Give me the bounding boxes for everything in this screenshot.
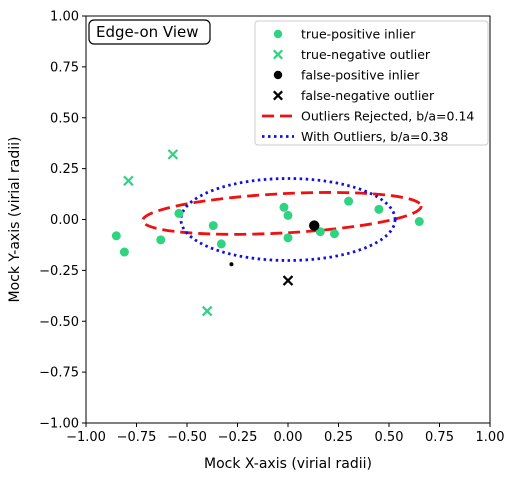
- false-positive-inlier-point: [229, 262, 234, 267]
- legend-label: Outliers Rejected, b/a=0.14: [301, 109, 474, 124]
- true-positive-inlier-point: [283, 233, 293, 243]
- y-tick-label: −0.25: [39, 264, 79, 279]
- legend-entry: false-negative outlier: [273, 88, 435, 103]
- legend-marker: [273, 29, 283, 39]
- true-negative-outlier-point: [167, 149, 179, 160]
- edge-on-view-badge: Edge-on View: [88, 19, 211, 45]
- legend-entry: Outliers Rejected, b/a=0.14: [262, 109, 474, 124]
- legend-label: true-negative outlier: [301, 47, 431, 62]
- legend-box: [254, 20, 489, 146]
- legend-marker: [273, 90, 283, 101]
- legend-label: true-positive inlier: [301, 27, 416, 42]
- x-tick-label: 0.50: [375, 430, 404, 445]
- true-positive-inlier-point: [216, 239, 226, 249]
- legend-entry: With Outliers, b/a=0.38: [262, 129, 448, 144]
- legend-label: With Outliers, b/a=0.38: [301, 129, 448, 144]
- legend-entries: true-positive inlier true-negative outlie…: [262, 27, 474, 144]
- badge-text: Edge-on View: [96, 23, 199, 41]
- x-tick-label: −1.00: [66, 430, 106, 445]
- legend-entry: true-positive inlier: [273, 27, 416, 42]
- y-tick-label: 0.50: [50, 111, 79, 126]
- x-tick-label: 0.00: [274, 430, 303, 445]
- true-positive-inlier-point: [283, 210, 293, 220]
- true-negative-outlier-point: [123, 175, 134, 187]
- legend-label: false-negative outlier: [301, 88, 435, 103]
- true-positive-inlier-point: [119, 247, 129, 257]
- true-positive-inlier-point: [329, 229, 339, 239]
- x-tick-label: 1.00: [476, 430, 505, 445]
- x-tick-label: −0.75: [117, 430, 157, 445]
- x-tick-label: 0.25: [324, 430, 353, 445]
- true-positive-inlier-point: [174, 208, 184, 218]
- x-tick-label: −0.50: [167, 430, 207, 445]
- y-axis-label: Mock Y-axis (virial radii): [7, 136, 23, 302]
- legend-entry: true-negative outlier: [273, 47, 431, 62]
- true-positive-inlier-point: [344, 196, 354, 206]
- x-axis: −1.00 −0.75 −0.50 −0.25 0.00 0.25 0.50 0.75 1.00: [66, 423, 504, 445]
- y-tick-label: −0.50: [39, 315, 79, 330]
- y-tick-label: 0.75: [50, 60, 79, 75]
- with-outliers-ellipse: [179, 177, 397, 262]
- legend-marker: [273, 70, 283, 80]
- true-positive-inlier-point: [279, 202, 289, 212]
- true-positive-inlier-point: [315, 227, 325, 237]
- y-tick-label: 0.00: [50, 213, 79, 228]
- points-layer: [111, 149, 424, 317]
- outliers-rejected-ellipse: [141, 191, 423, 236]
- x-tick-label: 0.75: [425, 430, 454, 445]
- false-negative-outlier-point: [282, 275, 294, 286]
- true-positive-inlier-point: [208, 221, 218, 231]
- badge-box: [88, 19, 211, 45]
- y-tick-label: 1.00: [50, 10, 79, 25]
- y-tick-label: −1.00: [39, 417, 79, 432]
- y-tick-label: −0.75: [39, 366, 79, 381]
- x-tick-label: −0.25: [218, 430, 258, 445]
- y-tick-label: 0.25: [50, 162, 79, 177]
- x-axis-label: Mock X-axis (virial radii): [204, 456, 372, 472]
- legend-entry: false-positive inlier: [273, 68, 420, 83]
- false-positive-inlier-point: [309, 220, 320, 231]
- legend: true-positive inlier true-negative outlie…: [254, 20, 489, 146]
- ellipses-layer: [141, 177, 423, 262]
- true-positive-inlier-point: [374, 204, 384, 214]
- true-positive-inlier-point: [111, 231, 121, 241]
- legend-label: false-positive inlier: [301, 68, 420, 83]
- true-positive-inlier-point: [156, 235, 166, 245]
- legend-marker: [273, 49, 283, 60]
- y-axis: −1.00 −0.75 −0.50 −0.25 0.00 0.25 0.50 0.75 1.00: [39, 10, 86, 432]
- true-negative-outlier-point: [201, 305, 213, 317]
- true-positive-inlier-point: [414, 217, 424, 227]
